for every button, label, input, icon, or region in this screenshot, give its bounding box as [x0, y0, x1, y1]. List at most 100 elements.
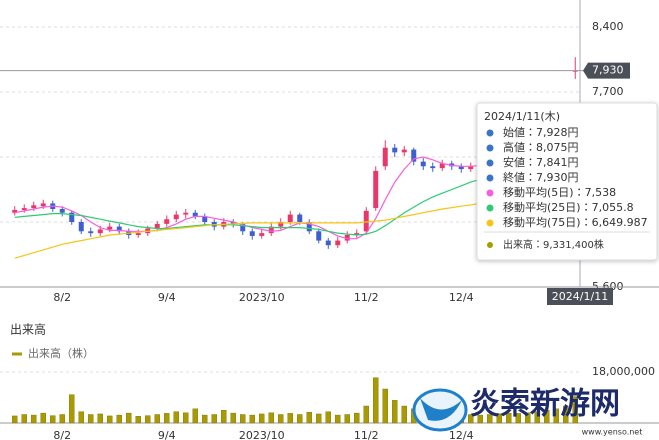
volume-bar	[525, 412, 531, 424]
volume-bar	[382, 388, 388, 424]
tooltip-date: 2024/1/11(木)	[484, 110, 560, 123]
candle-body	[59, 209, 65, 213]
volume-bar	[563, 405, 569, 424]
candle-body	[439, 163, 445, 169]
tooltip-dot	[486, 129, 494, 137]
candle-body	[154, 223, 160, 229]
candle-body	[69, 212, 75, 222]
volume-bar	[50, 415, 56, 424]
volume-bar	[12, 415, 18, 424]
candle-body	[192, 212, 198, 217]
candle-body	[430, 166, 436, 169]
volume-bar	[287, 413, 293, 424]
watermark-title: 炎索新游网	[470, 387, 620, 422]
candle-body	[107, 226, 113, 230]
candle-body	[278, 222, 284, 227]
candle-body	[12, 209, 18, 213]
tooltip-row: 高値：8,075円	[503, 140, 579, 154]
watermark-url: www.yenso.net	[582, 428, 643, 437]
volume-bar	[401, 405, 407, 424]
volume-bar	[211, 414, 217, 424]
candle-body	[240, 223, 246, 232]
volume-bar	[40, 412, 46, 424]
volume-bar	[173, 411, 179, 424]
x-tick-label: 12/4	[449, 291, 474, 304]
candle-body	[411, 149, 417, 162]
candle-body	[183, 212, 189, 215]
volume-bar	[202, 414, 208, 424]
candle-body	[97, 229, 103, 234]
candle-body	[21, 208, 27, 210]
volume-bar	[335, 414, 341, 424]
tooltip-row: 安値：7,841円	[503, 156, 579, 169]
legend-label: 出来高（株）	[28, 346, 94, 360]
volume-bar	[69, 394, 75, 424]
volume-bar	[221, 410, 227, 424]
volume-bar	[259, 413, 265, 424]
current-price-box	[583, 62, 630, 79]
tooltip-dot	[487, 242, 493, 248]
volume-bar	[344, 414, 350, 424]
candle-body	[287, 214, 293, 222]
candle-body	[230, 222, 236, 224]
candle-body	[259, 233, 265, 236]
volume-bar	[135, 416, 141, 424]
candle-body	[363, 210, 369, 232]
volume-bar	[392, 400, 398, 424]
volume-bar	[278, 414, 284, 424]
candle-body	[297, 214, 303, 222]
volume-bar	[325, 411, 331, 424]
y-tick-label: 7,700	[592, 85, 624, 98]
y-tick-label: 8,400	[592, 20, 624, 33]
candle-body	[31, 205, 37, 209]
volume-bar	[97, 413, 103, 424]
tooltip-box	[476, 102, 658, 261]
volume-bar	[126, 412, 132, 424]
candle-body	[268, 226, 274, 234]
candle-body	[40, 203, 46, 207]
x-tick-label: 8/2	[53, 429, 71, 440]
candle-body	[373, 170, 379, 209]
volume-bar	[116, 414, 122, 424]
x-tick-label: 8/2	[53, 291, 71, 304]
tooltip-dot	[486, 144, 494, 152]
volume-bar	[107, 415, 113, 424]
volume-bar	[363, 405, 369, 424]
volume-bar	[59, 414, 65, 424]
candle-body	[420, 161, 426, 167]
volume-bar	[164, 413, 170, 424]
volume-bar	[31, 414, 37, 424]
volume-bar	[354, 412, 360, 424]
volume-bar	[145, 415, 151, 424]
candle-body	[325, 240, 331, 246]
x-tick-label: 9/4	[158, 429, 176, 440]
candle-body	[78, 222, 84, 232]
candle-body	[392, 147, 398, 153]
volume-bar	[477, 414, 483, 424]
tooltip-dot	[486, 219, 494, 227]
candle-body	[354, 233, 360, 235]
candle-body	[468, 166, 474, 170]
candle-body	[173, 214, 179, 220]
tooltip-row: 出来高：9,331,400株	[503, 238, 604, 251]
volume-bar	[21, 414, 27, 424]
tooltip-row: 終値：7,930円	[503, 171, 579, 184]
volume-bar	[297, 414, 303, 424]
y-tick-label: 18,000,000	[592, 365, 655, 378]
x-tick-label: 11/2	[354, 429, 379, 440]
volume-bar	[468, 414, 474, 424]
volume-bar	[572, 396, 578, 424]
crosshair-date-box	[547, 288, 613, 305]
volume-bar	[373, 377, 379, 424]
volume-bar	[506, 412, 512, 424]
candle-body	[164, 219, 170, 224]
x-tick-label: 2023/10	[239, 291, 285, 304]
panel-title: 出来高	[10, 323, 46, 337]
volume-bar	[88, 414, 94, 424]
volume-bar	[183, 412, 189, 424]
volume-bar	[544, 410, 550, 424]
volume-bar	[230, 412, 236, 424]
